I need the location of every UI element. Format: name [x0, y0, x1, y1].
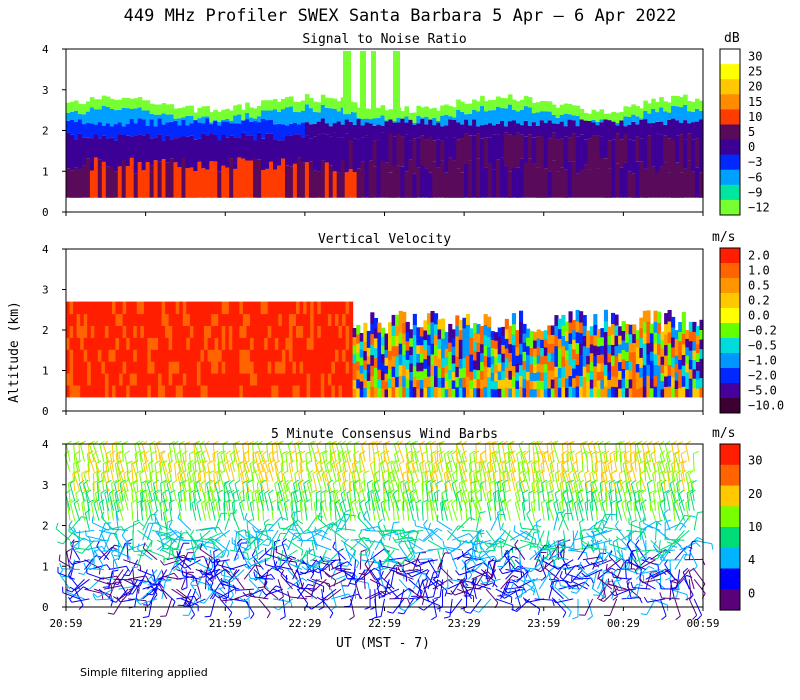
x-tick-label: 21:29	[129, 617, 162, 630]
colorbar-swatch	[720, 589, 740, 611]
y-tick-label: 3	[42, 84, 49, 97]
y-tick-label: 1	[42, 165, 49, 178]
panel-title: Signal to Noise Ratio	[302, 32, 466, 47]
filtering-note: Simple filtering applied	[80, 666, 208, 679]
colorbar-label: −5.0	[748, 384, 777, 398]
colorbar-label: 0.5	[748, 279, 770, 293]
colorbar-label: −6	[748, 170, 762, 184]
x-tick-label: 23:29	[448, 617, 481, 630]
colorbar-swatch	[720, 368, 740, 384]
x-tick-label: 21:59	[209, 617, 242, 630]
colorbar-label: 0	[748, 140, 755, 154]
panel-title: 5 Minute Consensus Wind Barbs	[271, 427, 498, 442]
colorbar-swatch	[720, 169, 740, 186]
colorbar-label: 15	[748, 95, 762, 109]
y-tick-label: 1	[42, 365, 49, 378]
colorbar-label: −3	[748, 155, 762, 169]
colorbar-label: 30	[748, 50, 762, 64]
colorbar-label: 1.0	[748, 264, 770, 278]
x-tick-label: 22:29	[288, 617, 321, 630]
colorbar-swatch	[720, 79, 740, 95]
colorbar-swatch	[720, 64, 740, 80]
colorbar-label: 25	[748, 65, 762, 79]
colorbar-label: −2.0	[748, 369, 777, 383]
colorbar-swatch	[720, 94, 740, 110]
y-tick-label: 0	[42, 601, 49, 614]
colorbar-swatch	[720, 444, 740, 466]
colorbar-swatch	[720, 506, 740, 528]
panel-title: Vertical Velocity	[318, 232, 451, 247]
x-tick-label: 23:59	[527, 617, 560, 630]
y-tick-label: 4	[42, 438, 49, 451]
colorbar-swatch	[720, 338, 740, 354]
colorbar-label: 20	[748, 487, 762, 501]
colorbar-swatch	[720, 263, 740, 279]
x-tick-label: 00:59	[686, 617, 719, 630]
y-tick-label: 0	[42, 405, 49, 418]
colorbar-label: 0	[748, 586, 755, 600]
x-tick-label: 22:59	[368, 617, 401, 630]
y-tick-label: 1	[42, 560, 49, 573]
colorbar-swatch	[720, 49, 740, 65]
colorbar-swatch	[720, 293, 740, 309]
colorbar-swatch	[720, 139, 740, 156]
y-tick-label: 3	[42, 479, 49, 492]
colorbar-label: 20	[748, 80, 762, 94]
x-tick-label: 00:29	[607, 617, 640, 630]
y-axis-label: Altitude (km)	[7, 301, 22, 403]
colorbar-label: 30	[748, 454, 762, 468]
colorbar-label: −0.2	[748, 324, 777, 338]
colorbar-label: 4	[748, 553, 755, 567]
colorbar-swatch	[720, 383, 740, 399]
y-tick-label: 4	[42, 243, 49, 256]
colorbar-label: −9	[748, 185, 762, 199]
y-tick-label: 0	[42, 206, 49, 219]
colorbar-label: −12	[748, 200, 770, 214]
colorbar-swatch	[720, 199, 740, 216]
colorbar-swatch	[720, 527, 740, 549]
y-tick-label: 3	[42, 284, 49, 297]
colorbar-swatch	[720, 109, 740, 125]
colorbar-swatch	[720, 248, 740, 264]
colorbar-label: 2.0	[748, 249, 770, 263]
colorbar-swatch	[720, 323, 740, 339]
colorbar-swatch	[720, 154, 740, 171]
wind-barbs-panel: 0 1 2 3 4 20:59 21:29 21:59 22:29 22:59 23:29 23:59…	[42, 426, 762, 630]
colorbar-label: 10	[748, 110, 762, 124]
colorbar-swatch	[720, 278, 740, 294]
colorbar-swatch	[720, 124, 740, 141]
colorbar-label: 10	[748, 520, 762, 534]
colorbar-swatch	[720, 184, 740, 201]
colorbar-swatch	[720, 353, 740, 369]
colorbar-label: 5	[748, 125, 755, 139]
colorbar-label: −1.0	[748, 354, 777, 368]
colorbar-label: −10.0	[748, 399, 784, 413]
colorbar-swatch	[720, 547, 740, 570]
y-tick-label: 2	[42, 520, 49, 533]
x-tick-label: 20:59	[49, 617, 82, 630]
figure-title: 449 MHz Profiler SWEX Santa Barbara 5 Ap…	[124, 6, 677, 26]
colorbar-swatch	[720, 398, 740, 414]
colorbar-label: −0.5	[748, 339, 777, 353]
colorbar-swatch	[720, 485, 740, 507]
x-axis-label: UT (MST - 7)	[336, 636, 430, 651]
colorbar-swatch	[720, 308, 740, 324]
y-tick-label: 2	[42, 324, 49, 337]
colorbar-swatch	[720, 568, 740, 590]
colorbar-unit: m/s	[712, 230, 735, 245]
vertical-velocity-panel: 0 1 2 3 4 2.01.00.50.20.0−0.2−0.5−1.0−2.0−5.0…	[42, 230, 784, 418]
colorbar-unit: m/s	[712, 426, 735, 441]
colorbar-label: 0.0	[748, 309, 770, 323]
colorbar-unit: dB	[724, 31, 740, 46]
y-tick-label: 4	[42, 43, 49, 56]
colorbar-label: 0.2	[748, 294, 770, 308]
y-tick-label: 2	[42, 125, 49, 138]
colorbar-swatch	[720, 464, 740, 487]
